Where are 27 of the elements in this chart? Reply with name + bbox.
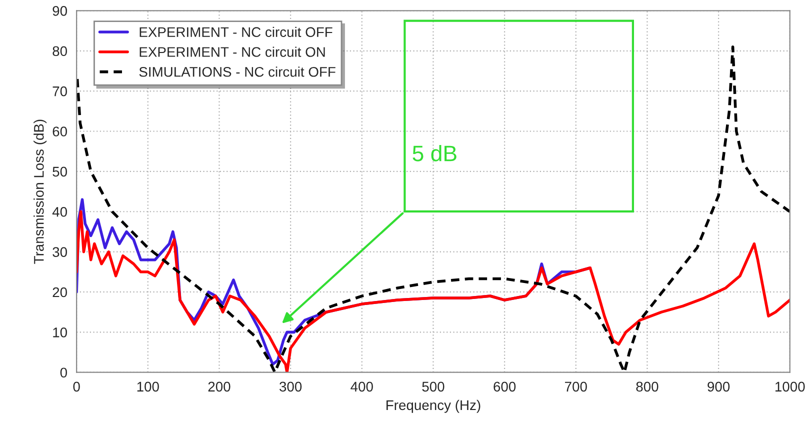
x-tick-label: 100 [137, 382, 159, 392]
y-tick-label: 10 [53, 328, 67, 338]
y-tick-label: 0 [60, 368, 67, 378]
y-tick-label: 50 [52, 166, 67, 177]
y-tick-label: 20 [52, 287, 67, 298]
x-tick-label: 400 [350, 382, 373, 392]
annotation: 5 dB [412, 145, 456, 162]
x-tick-label: 200 [208, 382, 230, 392]
y-tick-label: 60 [52, 126, 67, 136]
x-tick-label: 1000 [775, 382, 805, 392]
y-tick-label: 70 [52, 86, 67, 96]
x-tick-label: 900 [708, 382, 730, 392]
x-tick-label: 0 [73, 382, 80, 392]
x-tick-label: 300 [280, 382, 302, 392]
y-tick-label: 90 [52, 6, 67, 16]
legend-label: EXPERIMENT - NC circuit ON [140, 46, 325, 57]
x-tick-label: 700 [565, 382, 587, 392]
y-tick-label: 30 [52, 247, 67, 257]
legend-label: EXPERIMENT - NC circuit OFF [140, 26, 332, 38]
legend-label: SIMULATIONS - NC circuit OFF [139, 66, 336, 77]
y-axis-title: Transmission Loss (dB) [34, 120, 47, 264]
x-axis-title: Frequency (Hz) [386, 400, 480, 413]
y-tick-label: 40 [52, 206, 67, 217]
y-tick-label: 80 [52, 46, 67, 56]
x-tick-label: 500 [422, 382, 444, 392]
x-tick-label: 600 [494, 382, 516, 392]
x-tick-label: 800 [636, 382, 658, 392]
